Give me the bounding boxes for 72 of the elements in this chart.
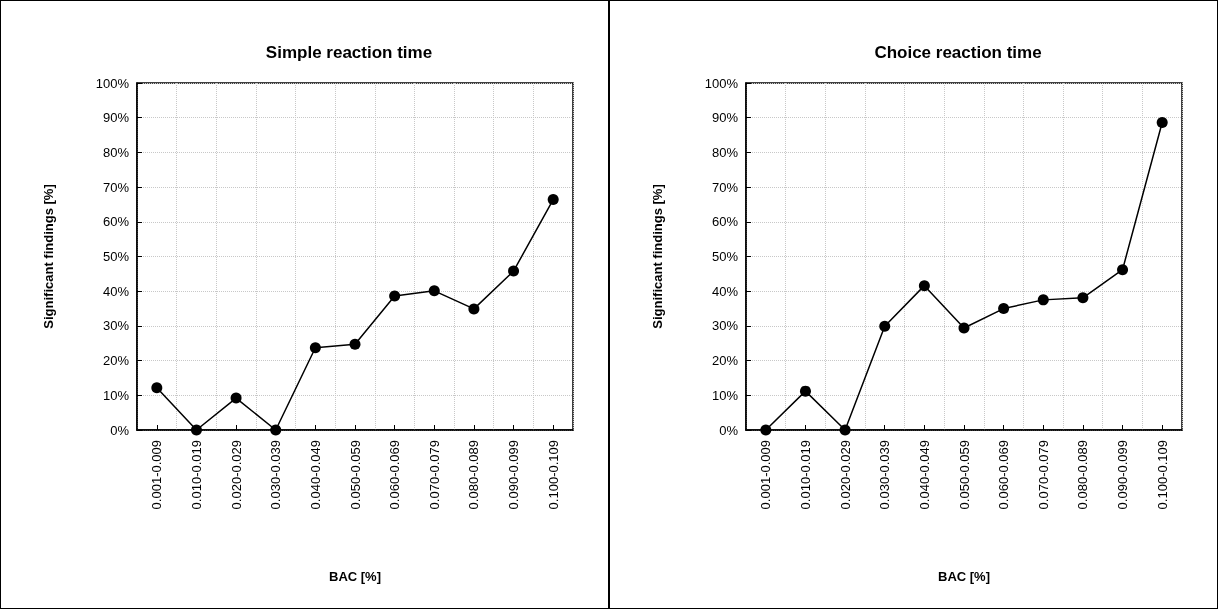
- y-tick-label: 30%: [711, 318, 739, 334]
- x-tick-label: 0.070-0.079: [426, 440, 442, 510]
- y-tick-label: 90%: [711, 110, 739, 126]
- y-tick-label: 10%: [102, 387, 130, 403]
- x-axis-title: BAC [%]: [329, 569, 381, 584]
- point: [918, 280, 930, 292]
- point: [998, 303, 1010, 315]
- point: [839, 424, 851, 436]
- y-tick-label: 100%: [95, 75, 130, 91]
- y-tick-label: 80%: [711, 144, 739, 160]
- x-tick-label: 0.020-0.029: [228, 440, 244, 510]
- x-tick-label: 0.040-0.049: [916, 440, 932, 510]
- y-tick-label: 20%: [711, 353, 739, 369]
- x-tick-label: 0.100-0.109: [545, 440, 561, 510]
- x-tick-label: 0.070-0.079: [1035, 440, 1051, 510]
- y-tick-label: 100%: [704, 75, 739, 91]
- y-tick-label: 50%: [711, 249, 739, 264]
- x-tick-label: 0.001-0.009: [758, 440, 774, 510]
- x-axis-title: BAC [%]: [938, 569, 990, 584]
- y-tick-label: 60%: [711, 214, 739, 230]
- point: [1037, 294, 1049, 306]
- y-axis-title: Significant findings [%]: [41, 184, 56, 329]
- chart-title: Simple reaction time: [265, 43, 433, 62]
- x-tick-label: 0.100-0.109: [1154, 440, 1170, 510]
- point: [1156, 117, 1168, 129]
- y-tick-label: 0%: [719, 422, 739, 438]
- y-tick-label: 50%: [102, 249, 130, 264]
- x-tick-label: 0.060-0.069: [387, 440, 403, 510]
- point: [309, 342, 321, 354]
- point: [547, 194, 559, 206]
- x-tick-label: 0.090-0.099: [506, 440, 522, 510]
- point: [389, 290, 401, 302]
- point: [508, 265, 520, 277]
- x-tick-label: 0.050-0.059: [347, 440, 363, 510]
- x-tick-label: 0.020-0.029: [837, 440, 853, 510]
- y-tick-label: 70%: [102, 179, 130, 195]
- y-axis-title: Significant findings [%]: [650, 184, 665, 329]
- x-tick-label: 0.040-0.049: [307, 440, 323, 510]
- x-tick-label: 0.030-0.039: [268, 440, 284, 510]
- x-tick-label: 0.060-0.069: [996, 440, 1012, 510]
- x-tick-label: 0.080-0.089: [1075, 440, 1091, 510]
- point: [879, 320, 891, 332]
- point: [151, 382, 163, 394]
- point: [1117, 264, 1129, 276]
- point: [349, 338, 361, 350]
- point: [270, 424, 282, 436]
- x-tick-label: 0.090-0.099: [1115, 440, 1131, 510]
- x-tick-label: 0.001-0.009: [149, 440, 165, 510]
- x-tick-label: 0.050-0.059: [956, 440, 972, 510]
- chart-title: Choice reaction time: [874, 43, 1042, 62]
- x-tick-label: 0.030-0.039: [877, 440, 893, 510]
- y-tick-label: 40%: [102, 283, 130, 299]
- y-tick-label: 0%: [110, 422, 130, 438]
- y-tick-label: 90%: [102, 110, 130, 126]
- point: [190, 424, 202, 436]
- point: [1077, 292, 1089, 304]
- point: [428, 285, 440, 297]
- x-tick-label: 0.010-0.019: [797, 440, 813, 510]
- y-tick-label: 80%: [102, 144, 130, 160]
- x-tick-label: 0.010-0.019: [188, 440, 204, 510]
- y-tick-label: 20%: [102, 353, 130, 369]
- point: [468, 303, 480, 315]
- y-tick-label: 10%: [711, 387, 739, 403]
- y-tick-label: 40%: [711, 283, 739, 299]
- y-tick-label: 30%: [102, 318, 130, 334]
- y-tick-label: 60%: [102, 214, 130, 230]
- y-tick-label: 70%: [711, 179, 739, 195]
- point: [799, 385, 811, 397]
- x-tick-label: 0.080-0.089: [466, 440, 482, 510]
- point: [230, 392, 242, 404]
- point: [958, 322, 970, 334]
- point: [760, 424, 772, 436]
